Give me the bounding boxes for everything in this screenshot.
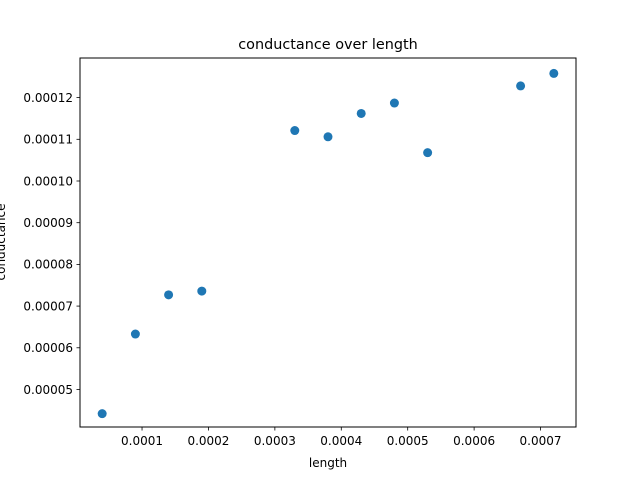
chart-title: conductance over length bbox=[238, 37, 417, 53]
data-points bbox=[97, 68, 559, 419]
data-point bbox=[356, 108, 366, 118]
data-point bbox=[290, 126, 300, 136]
plot-area-frame bbox=[79, 57, 577, 428]
data-point bbox=[97, 409, 107, 419]
data-point bbox=[389, 98, 399, 108]
x-tick-label: 0.0002 bbox=[187, 434, 229, 448]
x-tick-label: 0.0001 bbox=[121, 434, 163, 448]
y-tick-label: 0.00009 bbox=[23, 216, 73, 230]
data-point bbox=[516, 81, 526, 91]
data-point bbox=[323, 132, 333, 142]
data-point bbox=[164, 290, 174, 300]
x-tick-label: 0.0004 bbox=[320, 434, 362, 448]
x-tick-label: 0.0007 bbox=[520, 434, 562, 448]
data-point bbox=[423, 148, 433, 158]
x-axis-label: length bbox=[309, 456, 347, 470]
y-axis-label: conductance bbox=[0, 203, 8, 280]
data-point bbox=[549, 68, 559, 78]
x-axis-ticks: 0.0001 0.0002 0.0003 0.0004 0.0005 0.0006 0.00… bbox=[121, 427, 562, 448]
data-point bbox=[130, 329, 140, 339]
y-tick-label: 0.00007 bbox=[23, 299, 73, 313]
y-tick-label: 0.00010 bbox=[23, 174, 73, 188]
y-tick-label: 0.00012 bbox=[23, 91, 73, 105]
y-axis-ticks: 0.00005 0.00006 0.00007 0.00008 0.00009 0.000… bbox=[23, 91, 80, 397]
y-tick-label: 0.00011 bbox=[23, 133, 73, 147]
x-tick-label: 0.0003 bbox=[254, 434, 296, 448]
y-tick-label: 0.00005 bbox=[23, 383, 73, 397]
y-tick-label: 0.00006 bbox=[23, 341, 73, 355]
x-tick-label: 0.0005 bbox=[387, 434, 429, 448]
x-tick-label: 0.0006 bbox=[453, 434, 495, 448]
y-tick-label: 0.00008 bbox=[23, 258, 73, 272]
data-point bbox=[197, 286, 207, 296]
